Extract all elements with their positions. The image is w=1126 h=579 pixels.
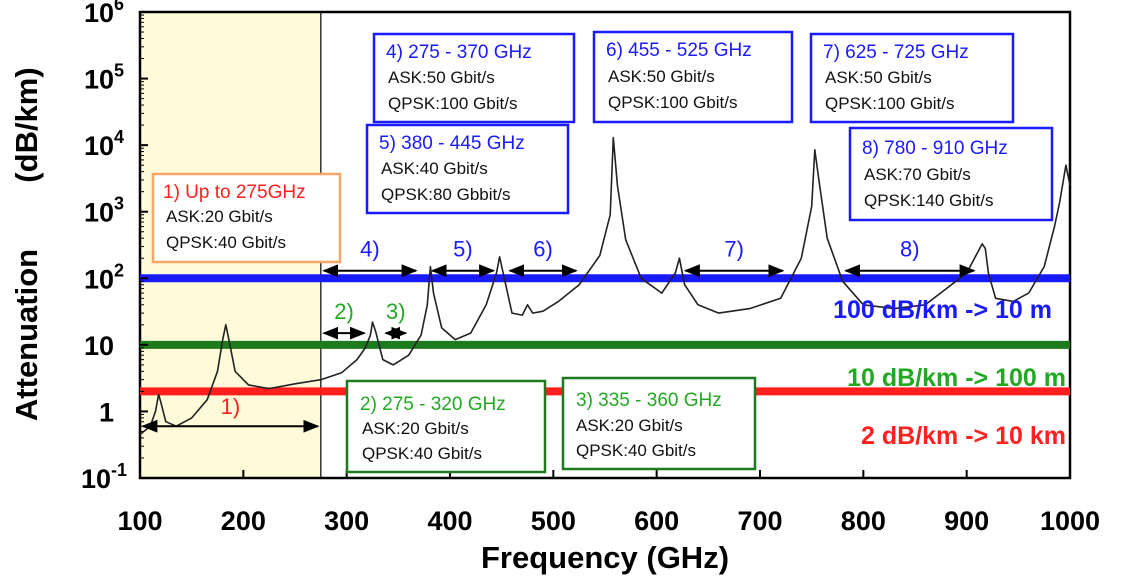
info-box-3-frame bbox=[561, 376, 757, 471]
info-box-4: 4) 275 - 370 GHz ASK:50 Gbit/s QPSK:100 … bbox=[372, 32, 576, 124]
info-box-6-ask: ASK:50 Gbit/s bbox=[608, 67, 715, 86]
info-box-5-ask: ASK:40 Gbit/s bbox=[381, 159, 488, 178]
x-tick-label: 300 bbox=[324, 506, 369, 536]
info-box-4-ask: ASK:50 Gbit/s bbox=[388, 68, 495, 87]
y-tick-label: 104 bbox=[84, 127, 124, 161]
x-tick-label: 700 bbox=[737, 506, 782, 536]
info-box-2-ask: ASK:20 Gbit/s bbox=[362, 419, 469, 438]
window-label-1: 1) bbox=[221, 394, 241, 419]
info-box-4-title: 4) 275 - 370 GHz bbox=[386, 42, 532, 63]
info-box-6-frame bbox=[592, 30, 794, 124]
info-box-7-frame bbox=[809, 32, 1015, 124]
y-tick-label: 105 bbox=[84, 61, 124, 95]
y-tick-label: 106 bbox=[84, 0, 124, 28]
info-box-7: 7) 625 - 725 GHz ASK:50 Gbit/s QPSK:100 … bbox=[809, 32, 1015, 124]
x-tick-label: 800 bbox=[841, 506, 886, 536]
info-box-1: 1) Up to 275GHz ASK:20 Gbit/s QPSK:40 Gb… bbox=[151, 172, 342, 264]
info-box-5-title: 5) 380 - 445 GHz bbox=[379, 133, 525, 154]
y-axis-title: Attenuation bbox=[9, 249, 44, 421]
y-axis-unit: (dB/km) bbox=[9, 67, 44, 182]
x-axis-title: Frequency (GHz) bbox=[481, 540, 729, 575]
window-label-5: 5) bbox=[453, 237, 473, 262]
x-tick-label: 1000 bbox=[1040, 506, 1100, 536]
x-tick-label: 200 bbox=[221, 506, 266, 536]
y-tick-label: 10 bbox=[84, 331, 114, 361]
info-box-7-ask: ASK:50 Gbit/s bbox=[825, 68, 932, 87]
info-box-8-ask: ASK:70 Gbit/s bbox=[864, 165, 971, 184]
window-label-8: 8) bbox=[900, 237, 920, 262]
y-tick-label: 102 bbox=[84, 260, 124, 294]
info-box-3-title: 3) 335 - 360 GHz bbox=[576, 390, 722, 411]
info-box-4-frame bbox=[372, 32, 576, 124]
y-tick-label: 103 bbox=[84, 194, 124, 228]
x-tick-label: 600 bbox=[634, 506, 679, 536]
info-box-8-frame bbox=[848, 126, 1054, 222]
info-box-8-qpsk: QPSK:140 Gbit/s bbox=[864, 191, 993, 210]
window-label-6: 6) bbox=[533, 237, 553, 262]
plot-frame bbox=[138, 10, 1072, 480]
y-tick-label: 1 bbox=[99, 397, 114, 427]
x-tick-label: 400 bbox=[427, 506, 472, 536]
x-tick-label: 900 bbox=[944, 506, 989, 536]
info-box-2: 2) 275 - 320 GHz ASK:20 Gbit/s QPSK:40 G… bbox=[345, 379, 547, 474]
label-100db: 100 dB/km -> 10 m bbox=[833, 296, 1052, 324]
window-label-7: 7) bbox=[724, 237, 744, 262]
attenuation-curve-layer bbox=[139, 136, 1071, 436]
x-axis-ticks: 100 200 300 400 500 600 700 800 900 1000 bbox=[117, 470, 1100, 536]
window-label-2: 2) bbox=[334, 299, 354, 324]
info-box-5-qpsk: QPSK:80 Gbbit/s bbox=[381, 185, 510, 204]
label-10db: 10 dB/km -> 100 m bbox=[847, 364, 1066, 392]
info-box-4-qpsk: QPSK:100 Gbit/s bbox=[388, 94, 517, 113]
info-box-8-title: 8) 780 - 910 GHz bbox=[862, 138, 1008, 159]
window-arrows: 1) 2) 3) 4) 5) 6) 7) 8) bbox=[141, 237, 976, 433]
label-2db: 2 dB/km -> 10 km bbox=[861, 422, 1066, 450]
info-box-6-title: 6) 455 - 525 GHz bbox=[606, 40, 752, 61]
info-box-2-title: 2) 275 - 320 GHz bbox=[360, 394, 506, 415]
x-tick-label: 100 bbox=[117, 506, 162, 536]
info-box-2-frame bbox=[345, 379, 547, 474]
window-label-4: 4) bbox=[360, 237, 380, 262]
info-box-5: 5) 380 - 445 GHz ASK:40 Gbit/s QPSK:80 G… bbox=[365, 123, 570, 215]
info-box-7-qpsk: QPSK:100 Gbit/s bbox=[825, 94, 954, 113]
info-box-2-qpsk: QPSK:40 Gbit/s bbox=[362, 444, 482, 463]
info-box-6: 6) 455 - 525 GHz ASK:50 Gbit/s QPSK:100 … bbox=[592, 30, 794, 124]
attenuation-curve bbox=[139, 136, 1071, 436]
window-label-3: 3) bbox=[386, 299, 406, 324]
x-tick-label: 500 bbox=[531, 506, 576, 536]
y-tick-label: 10-1 bbox=[81, 460, 127, 494]
info-box-1-ask: ASK:20 Gbit/s bbox=[166, 207, 273, 226]
info-box-3: 3) 335 - 360 GHz ASK:20 Gbit/s QPSK:40 G… bbox=[561, 376, 757, 471]
info-box-1-qpsk: QPSK:40 Gbit/s bbox=[166, 233, 286, 252]
info-box-8: 8) 780 - 910 GHz ASK:70 Gbit/s QPSK:140 … bbox=[848, 126, 1054, 222]
info-box-7-title: 7) 625 - 725 GHz bbox=[823, 42, 969, 63]
info-box-3-qpsk: QPSK:40 Gbit/s bbox=[576, 441, 696, 460]
info-box-1-title: 1) Up to 275GHz bbox=[163, 182, 306, 203]
info-box-3-ask: ASK:20 Gbit/s bbox=[576, 416, 683, 435]
info-box-5-frame bbox=[365, 123, 570, 215]
info-box-1-frame bbox=[151, 172, 342, 264]
info-box-6-qpsk: QPSK:100 Gbit/s bbox=[608, 93, 737, 112]
